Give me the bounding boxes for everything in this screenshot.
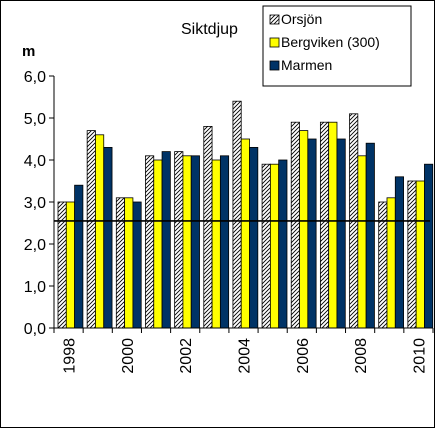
legend-label: Bergviken (300) (281, 34, 380, 50)
bar (145, 155, 155, 329)
bar (153, 159, 163, 329)
bar (103, 146, 113, 329)
bar (219, 155, 230, 329)
bar (415, 180, 425, 329)
bar (86, 130, 96, 329)
x-tick-label: 2008 (353, 338, 370, 374)
y-tick-label: 2,0 (24, 237, 46, 254)
legend-label: Orsjön (281, 11, 322, 27)
bar (174, 151, 184, 329)
bar (386, 197, 396, 329)
bar (319, 121, 330, 329)
bar (407, 180, 417, 329)
bar (299, 130, 309, 329)
bar (203, 126, 213, 329)
bar (394, 176, 404, 329)
bar (240, 138, 250, 329)
bar (161, 151, 171, 329)
bar (336, 138, 346, 329)
x-tick-label: 2010 (411, 338, 428, 374)
bar (278, 159, 288, 329)
bar (357, 155, 367, 329)
bar (95, 134, 105, 329)
legend-swatch (269, 14, 280, 25)
x-tick-label: 2000 (120, 338, 137, 374)
bar (261, 163, 271, 329)
legend: Orsjön Bergviken (300) Marmen (262, 5, 412, 87)
legend-swatch (269, 60, 280, 71)
x-tick-label: 2006 (295, 338, 312, 374)
y-tick-label: 6,0 (24, 69, 46, 86)
y-tick-label: 4,0 (24, 153, 46, 170)
y-tick-label: 0,0 (24, 321, 46, 338)
bar (365, 142, 375, 329)
legend-swatch (269, 37, 280, 48)
bar (124, 197, 134, 329)
bar (328, 121, 338, 329)
bar (182, 155, 192, 329)
bar (290, 121, 300, 329)
bar (249, 146, 259, 329)
bar (232, 100, 242, 329)
bar (269, 163, 280, 329)
x-tick-label: 1998 (62, 338, 79, 374)
x-tick-label: 2002 (178, 338, 195, 374)
legend-box (262, 5, 412, 87)
y-tick-label: 5,0 (24, 111, 46, 128)
plot-area: 0,0 1,0 2,0 3,0 4,0 5,0 6,0 1998 2000 2002 2004 200… (24, 69, 434, 374)
bar (424, 163, 434, 329)
bar (74, 184, 84, 329)
bar (115, 197, 126, 329)
x-tick-label: 2004 (237, 338, 254, 374)
y-tick-label: 1,0 (24, 279, 46, 296)
bar (211, 159, 221, 329)
y-axis-unit-label: m (22, 43, 35, 60)
bar (307, 138, 317, 329)
bar (190, 155, 200, 329)
chart-title: Siktdjup (181, 21, 238, 38)
legend-label: Marmen (281, 57, 332, 73)
y-tick-label: 3,0 (24, 195, 46, 212)
